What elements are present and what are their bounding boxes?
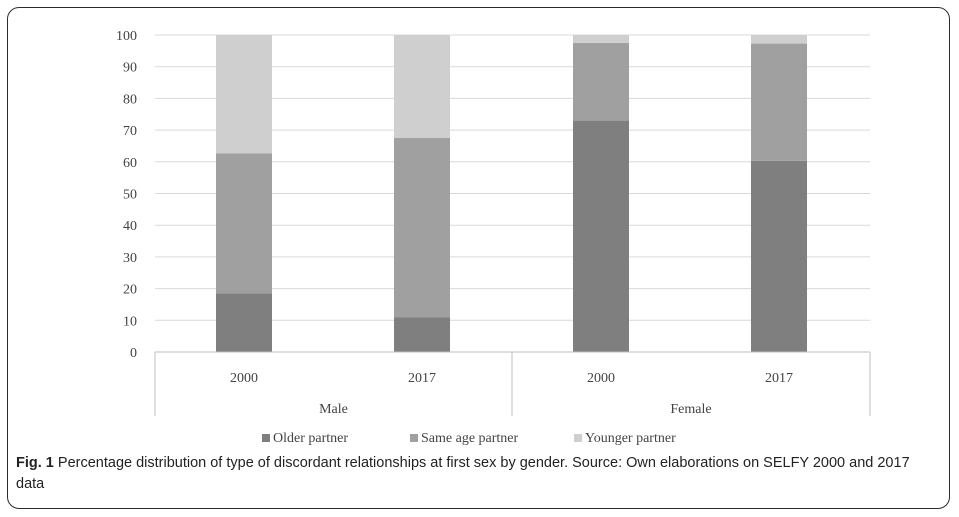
y-tick-label: 20 bbox=[123, 283, 137, 298]
bar-segment bbox=[394, 35, 450, 139]
bar-segment bbox=[394, 138, 450, 318]
legend-label: Older partner bbox=[273, 431, 348, 446]
legend-label: Younger partner bbox=[585, 431, 676, 446]
bar-segment bbox=[573, 35, 629, 43]
x-tick-label: 2017 bbox=[408, 371, 436, 386]
bar-segment bbox=[751, 43, 807, 161]
y-tick-label: 80 bbox=[123, 92, 137, 107]
bar-segment bbox=[216, 35, 272, 154]
y-tick-label: 30 bbox=[123, 251, 137, 266]
axes: 0 10 20 30 40 50 60 70 80 90 100 2000 2017 2000 2017 Ma… bbox=[116, 29, 871, 417]
legend-swatch bbox=[410, 434, 418, 442]
legend-label: Same age partner bbox=[421, 431, 519, 446]
y-tick-label: 100 bbox=[116, 29, 137, 44]
bar-segment bbox=[216, 153, 272, 294]
y-tick-label: 90 bbox=[123, 61, 137, 76]
y-tick-label: 60 bbox=[123, 156, 137, 171]
y-tick-label: 10 bbox=[123, 314, 137, 329]
bar-segment bbox=[216, 293, 272, 352]
y-tick-label: 0 bbox=[130, 346, 137, 361]
x-tick-label: 2000 bbox=[587, 371, 615, 386]
x-tick-label: 2017 bbox=[765, 371, 793, 386]
x-tick-label: 2000 bbox=[230, 371, 258, 386]
bar-segment bbox=[751, 160, 807, 352]
bar-segment bbox=[573, 120, 629, 352]
y-tick-label: 70 bbox=[123, 124, 137, 139]
stacked-bar-chart: 0 10 20 30 40 50 60 70 80 90 100 2000 2017 2000 2017 Ma… bbox=[116, 29, 871, 446]
group-label: Female bbox=[670, 402, 711, 417]
legend-swatch bbox=[574, 434, 582, 442]
bar-segment bbox=[751, 35, 807, 44]
group-label: Male bbox=[319, 402, 348, 417]
y-tick-label: 40 bbox=[123, 219, 137, 234]
caption-label: Fig. 1 bbox=[16, 455, 54, 471]
caption-text: Percentage distribution of type of disco… bbox=[16, 455, 910, 492]
legend-swatch bbox=[262, 434, 270, 442]
bars bbox=[216, 35, 807, 352]
legend: Older partner Same age partner Younger par… bbox=[262, 431, 676, 446]
bar-segment bbox=[573, 42, 629, 121]
bar-segment bbox=[394, 317, 450, 352]
figure-caption: Fig. 1 Percentage distribution of type o… bbox=[16, 453, 936, 495]
y-tick-label: 50 bbox=[123, 188, 137, 203]
